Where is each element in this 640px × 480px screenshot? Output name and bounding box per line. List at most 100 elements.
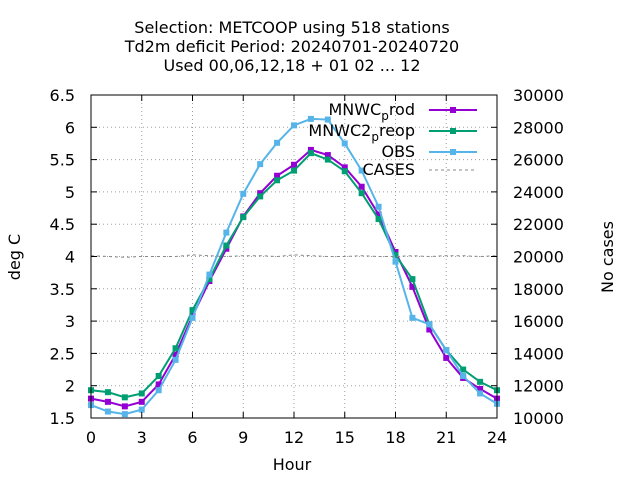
x-tick-label: 15 [335,428,355,447]
x-tick-label: 24 [487,428,507,447]
y2-tick-label: 22000 [513,215,564,234]
legend-entry-mnwc2-preop: MNWC2preop [308,121,477,144]
data-point [104,398,111,405]
data-point [155,381,162,388]
x-tick-label: 21 [436,428,456,447]
y-tick-label: 5 [65,183,75,202]
y-tick-label: 2.5 [50,344,75,363]
data-point [121,403,128,410]
legend-label: MNWCprod [328,100,415,123]
data-point [460,366,467,373]
data-point [223,242,230,249]
data-point [341,168,348,175]
data-point [206,271,213,278]
x-tick-label: 3 [137,428,147,447]
x-tick-label: 9 [238,428,248,447]
data-point [138,406,145,413]
x-tick-label: 6 [187,428,197,447]
y2-tick-label: 12000 [513,377,564,396]
y2-tick-label: 24000 [513,183,564,202]
data-point [409,283,416,290]
data-point [477,385,484,392]
data-point [138,390,145,397]
data-point [121,394,128,401]
legend-entry-cases: CASES [362,160,477,179]
legend-marker [450,128,456,134]
y2-tick-label: 30000 [513,86,564,105]
data-point [274,177,281,184]
y2-axis-label: No cases [598,221,617,293]
data-point [392,248,399,255]
y2-tick-label: 18000 [513,280,564,299]
chart-title-line-2: Td2m deficit Period: 20240701-20240720 [124,37,459,56]
data-point [307,150,314,157]
legend-marker [450,149,456,155]
data-point [409,276,416,283]
data-point [307,115,314,122]
data-point [206,276,213,283]
series-cases [90,254,498,258]
data-point [104,389,111,396]
data-point [358,190,365,197]
data-point [341,164,348,171]
data-point [307,146,314,153]
x-axis-label: Hour [273,455,312,474]
legend-entry-obs: OBS [382,142,477,161]
data-point [460,373,467,380]
data-point [341,140,348,147]
chart-title-line-3: Used 00,06,12,18 + 01 02 ... 12 [164,56,421,75]
x-tick-label: 12 [284,428,304,447]
x-tick-label: 18 [385,428,405,447]
data-point [104,408,111,415]
data-point [426,326,433,333]
data-point [257,193,264,200]
y-tick-label: 3 [65,312,75,331]
legend-label: MNWC2preop [308,121,415,144]
data-point [155,387,162,394]
data-point [172,351,179,358]
data-point [223,229,230,236]
chart-title-line-1: Selection: METCOOP using 518 stations [134,18,449,37]
data-point [443,354,450,361]
data-point [392,258,399,265]
y-tick-label: 4 [65,248,75,267]
data-point [392,252,399,259]
data-point [443,347,450,354]
data-point [189,314,196,321]
data-point [223,245,230,252]
data-point [324,156,331,163]
y-tick-label: 3.5 [50,280,75,299]
y2-tick-label: 20000 [513,248,564,267]
y2-tick-label: 26000 [513,151,564,170]
y-tick-label: 5.5 [50,151,75,170]
data-point [257,190,264,197]
y-tick-label: 4.5 [50,215,75,234]
y-tick-label: 6.5 [50,86,75,105]
data-point [426,321,433,328]
data-point [240,190,247,197]
data-point [358,167,365,174]
data-point [477,378,484,385]
legend-entry-mnwc-prod: MNWCprod [328,100,477,123]
series-line [90,254,498,258]
data-point [274,172,281,179]
data-point [375,203,382,210]
legend-label: CASES [362,160,415,179]
data-point [409,314,416,321]
legend-label: OBS [382,142,415,161]
series-mnwc-prod [88,146,500,410]
data-point [375,216,382,223]
data-point [291,161,297,168]
x-tick-label: 0 [86,428,96,447]
data-point [155,373,162,380]
data-point [121,411,128,418]
y2-tick-label: 16000 [513,312,564,331]
data-point [358,183,365,190]
data-point [189,307,196,314]
y2-tick-label: 28000 [513,118,564,137]
data-point [274,139,281,146]
data-point [324,116,331,123]
y2-tick-label: 10000 [513,409,564,428]
y-tick-label: 6 [65,118,75,137]
